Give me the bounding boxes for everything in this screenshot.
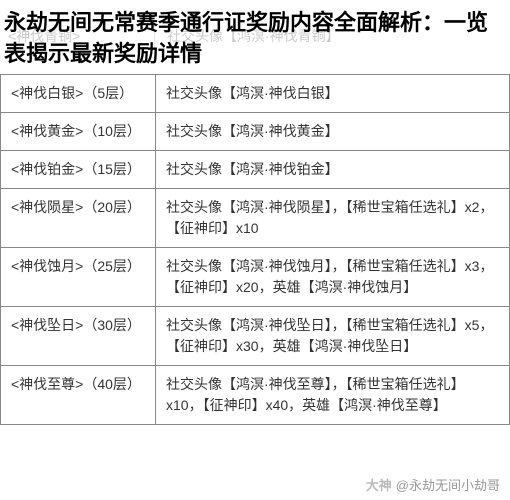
tier-cell: <神伐黄金>（10层） bbox=[1, 112, 156, 150]
reward-cell: 社交头像【鸿溟·神伐黄金】 bbox=[156, 112, 510, 150]
tier-cell: <神伐至尊>（40层） bbox=[1, 365, 156, 424]
table-row: <神伐黄金>（10层）社交头像【鸿溟·神伐黄金】 bbox=[1, 112, 510, 150]
tier-cell: <神伐坠日>（30层） bbox=[1, 306, 156, 365]
rewards-table-body: <神伐白银>（5层）社交头像【鸿溟·神伐白银】<神伐黄金>（10层）社交头像【鸿… bbox=[1, 74, 510, 424]
table-row: <神伐蚀月>（25层）社交头像【鸿溟·神伐蚀月】，【稀世宝箱任选礼】x3，【征神… bbox=[1, 247, 510, 306]
table-row: <神伐至尊>（40层）社交头像【鸿溟·神伐至尊】，【稀世宝箱任选礼】x10，【征… bbox=[1, 365, 510, 424]
watermark-logo: 大神 bbox=[366, 478, 392, 493]
reward-cell: 社交头像【鸿溟·神伐至尊】，【稀世宝箱任选礼】x10，【征神印】x40，英雄【鸿… bbox=[156, 365, 510, 424]
tier-cell: <神伐陨星>（20层） bbox=[1, 188, 156, 247]
table-row: <神伐坠日>（30层）社交头像【鸿溟·神伐坠日】，【稀世宝箱任选礼】x5，【征神… bbox=[1, 306, 510, 365]
tier-cell: <神伐蚀月>（25层） bbox=[1, 247, 156, 306]
watermark: 大神 @永劫无间小劫哥 bbox=[366, 475, 500, 494]
rewards-table: <神伐白银>（5层）社交头像【鸿溟·神伐白银】<神伐黄金>（10层）社交头像【鸿… bbox=[0, 74, 510, 425]
reward-cell: 社交头像【鸿溟·神伐坠日】，【稀世宝箱任选礼】x5，【征神印】x30，英雄【鸿溟… bbox=[156, 306, 510, 365]
reward-cell: 社交头像【鸿溟·神伐铂金】 bbox=[156, 150, 510, 188]
reward-cell: 社交头像【鸿溟·神伐蚀月】，【稀世宝箱任选礼】x3，【征神印】x20，英雄【鸿溟… bbox=[156, 247, 510, 306]
tier-cell: <神伐铂金>（15层） bbox=[1, 150, 156, 188]
table-row: <神伐白银>（5层）社交头像【鸿溟·神伐白银】 bbox=[1, 74, 510, 112]
tier-cell: <神伐白银>（5层） bbox=[1, 74, 156, 112]
page-title: 永劫无间无常赛季通行证奖励内容全面解析：一览表揭示最新奖励详情 bbox=[0, 0, 510, 74]
table-row: <神伐铂金>（15层）社交头像【鸿溟·神伐铂金】 bbox=[1, 150, 510, 188]
reward-cell: 社交头像【鸿溟·神伐白银】 bbox=[156, 74, 510, 112]
reward-cell: 社交头像【鸿溟·神伐陨星】，【稀世宝箱任选礼】x2，【征神印】x10 bbox=[156, 188, 510, 247]
table-row: <神伐陨星>（20层）社交头像【鸿溟·神伐陨星】，【稀世宝箱任选礼】x2，【征神… bbox=[1, 188, 510, 247]
watermark-author: @永劫无间小劫哥 bbox=[396, 478, 500, 493]
